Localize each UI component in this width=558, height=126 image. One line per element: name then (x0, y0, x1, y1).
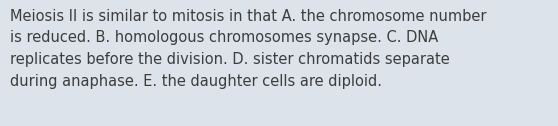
Text: Meiosis II is similar to mitosis in that A. the chromosome number
is reduced. B.: Meiosis II is similar to mitosis in that… (10, 9, 487, 89)
